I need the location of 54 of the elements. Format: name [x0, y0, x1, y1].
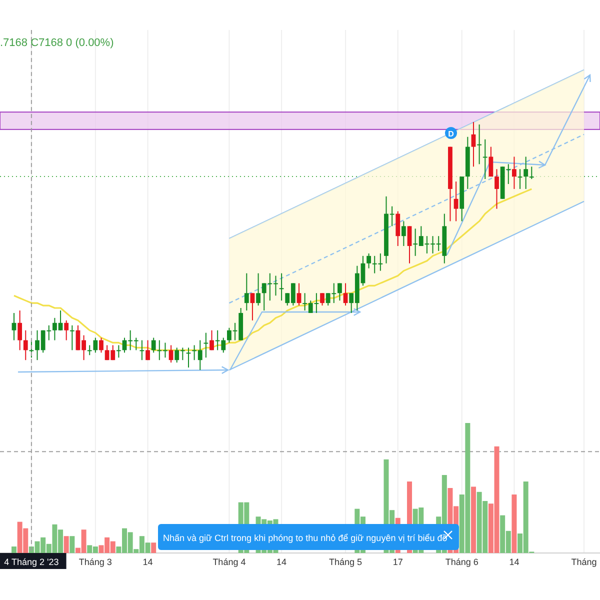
x-tick-label: 4 Tháng 2 '23: [4, 557, 59, 567]
candlestick: [70, 324, 74, 351]
annotation: D: [448, 130, 454, 138]
candlestick: [99, 337, 104, 354]
candlestick: [87, 344, 92, 356]
candlestick: [524, 156, 528, 190]
candlestick: [244, 272, 249, 311]
x-tick-label: Tháng 6: [445, 557, 478, 567]
candlestick: [210, 330, 214, 351]
candlestick: [401, 220, 406, 246]
x-tick-label: 14: [142, 557, 153, 567]
annotation: Nhấn và giữ Ctrl trong khi phóng to thu nhỏ để giữ nguyên vị trí biểu đồ: [163, 533, 448, 543]
bar: [64, 536, 69, 553]
candlestick: [256, 272, 260, 306]
candlestick: [338, 282, 342, 302]
text: .7168 C7168 0 (0.00%): [0, 37, 114, 49]
bar: [12, 546, 16, 553]
candlestick: [366, 252, 371, 269]
bar: [70, 536, 75, 553]
candlestick: [23, 330, 28, 361]
x-tick-label: 17: [392, 557, 403, 567]
candlestick: [454, 181, 458, 222]
bar: [151, 542, 156, 553]
candlestick: [93, 337, 98, 354]
candlestick: [116, 344, 121, 358]
candlestick: [407, 226, 412, 264]
candlestick: [471, 122, 476, 168]
candlestick: [64, 320, 69, 341]
x-tick-label: 14: [276, 557, 287, 567]
bar: [470, 486, 476, 553]
candlestick: [343, 282, 348, 306]
candlestick: [512, 156, 516, 190]
candlestick: [482, 138, 488, 180]
bar: [512, 494, 517, 553]
candlestick: [204, 332, 208, 358]
candlestick: [494, 168, 499, 210]
candlestick: [477, 124, 482, 165]
candlestick: [151, 337, 156, 354]
x-tick-label: 14: [509, 557, 520, 567]
candlestick: [250, 292, 255, 321]
candlestick: [146, 340, 150, 361]
candlestick: [320, 292, 324, 306]
candlestick: [296, 282, 302, 306]
x-tick-label: Tháng 5: [329, 557, 362, 567]
x-tick-label: Tháng 3: [78, 557, 112, 567]
candlestick: [18, 310, 22, 351]
candlestick: [279, 272, 284, 302]
x-tick-label: Tháng: [571, 557, 597, 567]
candlestick: [488, 146, 494, 178]
candlestick: [12, 312, 16, 341]
candlestick: [168, 344, 174, 364]
candlestick: [529, 166, 534, 180]
candlestick: [396, 210, 400, 246]
x-tick-label: Tháng 4: [212, 557, 246, 567]
